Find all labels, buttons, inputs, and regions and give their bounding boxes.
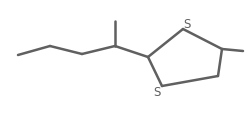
- Text: S: S: [183, 17, 191, 30]
- Text: S: S: [153, 86, 161, 99]
